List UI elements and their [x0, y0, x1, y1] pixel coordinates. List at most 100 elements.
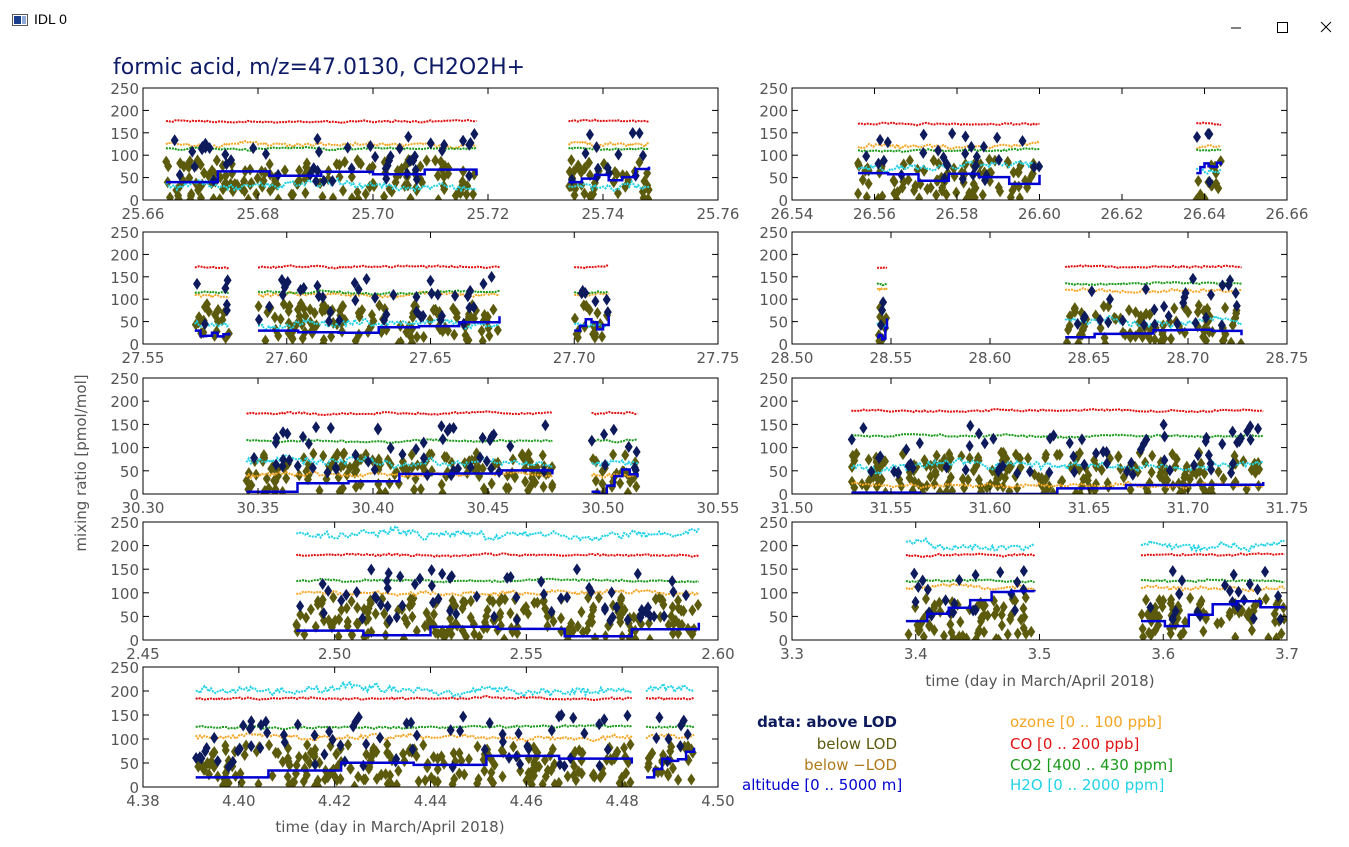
above-lod-point [386, 442, 395, 455]
h2o-trace [296, 525, 700, 542]
minimize-button[interactable] [1213, 0, 1259, 40]
above-lod-point [389, 288, 398, 301]
y-tick-label: 0 [129, 632, 139, 650]
maximize-button[interactable] [1259, 0, 1305, 40]
below-lod-point [525, 772, 534, 785]
altitude-line [195, 754, 634, 779]
above-lod-point [974, 427, 983, 440]
above-lod-point [427, 579, 436, 592]
below-lod-point [433, 763, 442, 776]
above-lod-point [1065, 436, 1074, 449]
co-trace [568, 118, 650, 123]
below-lod-point [231, 770, 240, 783]
above-lod-point [324, 584, 333, 597]
above-lod-point [918, 574, 927, 587]
x-tick-label: 3.4 [904, 645, 928, 663]
y-tick-label: 200 [759, 538, 788, 556]
below-lod-point [932, 449, 941, 462]
x-tick-label: 28.55 [870, 349, 913, 367]
above-lod-point [1225, 584, 1234, 597]
co-trace [857, 121, 1040, 127]
below-lod-point [335, 613, 344, 626]
above-lod-point [342, 588, 351, 601]
below-lod-point [970, 191, 979, 200]
y-tick-label: 100 [110, 731, 139, 749]
below-lod-point [962, 193, 971, 200]
above-lod-point [581, 147, 590, 160]
above-lod-point [632, 445, 641, 458]
above-lod-point [371, 150, 380, 163]
above-lod-point [419, 436, 428, 449]
below-lod-point [915, 192, 924, 200]
below-lod-point [631, 632, 640, 640]
below-lod-point [361, 188, 370, 200]
below-lod-point [538, 778, 547, 787]
below-lod-point [416, 483, 425, 494]
x-axis-label-right: time (day in March/April 2018) [925, 672, 1154, 690]
window-title: IDL 0 [34, 11, 67, 27]
below-lod-point [580, 162, 589, 175]
below-lod-point [487, 477, 496, 490]
above-lod-point [1217, 319, 1226, 332]
below-lod-point [1037, 472, 1046, 485]
below-lod-point [408, 336, 417, 344]
below-lod-point [260, 451, 269, 464]
below-lod-point [577, 754, 586, 767]
above-lod-point [352, 586, 361, 599]
below-lod-point [632, 480, 641, 493]
below-lod-point [557, 612, 566, 625]
above-lod-point [358, 612, 367, 625]
above-lod-point [210, 731, 219, 744]
below-lod-point [254, 778, 263, 787]
below-lod-point [313, 774, 322, 787]
above-lod-point [1246, 433, 1255, 446]
below-lod-point [1221, 301, 1230, 314]
below-lod-point [446, 612, 455, 625]
x-tick-label: 25.72 [467, 205, 510, 223]
below-lod-point [609, 448, 618, 461]
above-lod-point [328, 174, 337, 187]
above-lod-point [1013, 467, 1022, 480]
below-lod-point [252, 187, 261, 200]
close-button[interactable] [1303, 0, 1349, 40]
above-lod-point [965, 439, 974, 452]
below-lod-point [200, 301, 209, 314]
above-lod-point [419, 452, 428, 465]
below-lod-point [371, 607, 380, 620]
below-lod-point [920, 164, 929, 177]
panel-3: 0 50 100 150 200 250 27.55 27.60 27.65 27.70 27.75 [110, 224, 739, 367]
y-tick-label: 250 [110, 370, 139, 388]
below-lod-point [346, 762, 355, 775]
above-lod-point [427, 287, 436, 300]
y-tick-label: 200 [110, 393, 139, 411]
above-lod-point [623, 613, 632, 626]
above-lod-point [351, 716, 360, 729]
below-lod-point [383, 778, 392, 787]
above-lod-point [948, 127, 957, 140]
below-lod-point [410, 483, 419, 494]
above-lod-point [569, 711, 578, 724]
below-lod-point [306, 303, 315, 316]
above-lod-point [433, 288, 442, 301]
h2o-trace [573, 322, 609, 328]
above-lod-point [628, 126, 637, 139]
below-lod-point [847, 475, 856, 488]
above-lod-point [547, 605, 556, 618]
below-lod-point [571, 774, 580, 787]
y-tick-label: 100 [110, 585, 139, 603]
altitude-line [646, 747, 696, 779]
below-lod-point [1201, 486, 1210, 494]
below-lod-point [464, 753, 473, 766]
below-lod-point [211, 308, 220, 321]
below-lod-point [462, 188, 471, 200]
below-lod-point [194, 184, 203, 197]
above-lod-point [221, 148, 230, 161]
below-lod-point [964, 473, 973, 486]
above-lod-point [939, 151, 948, 164]
above-lod-point [472, 590, 481, 603]
legend-altitude: altitude [0 .. 5000 m] [742, 776, 902, 794]
below-lod-point [433, 627, 442, 640]
above-lod-point [318, 577, 327, 590]
above-lod-point [867, 465, 876, 478]
above-lod-point [943, 159, 952, 172]
